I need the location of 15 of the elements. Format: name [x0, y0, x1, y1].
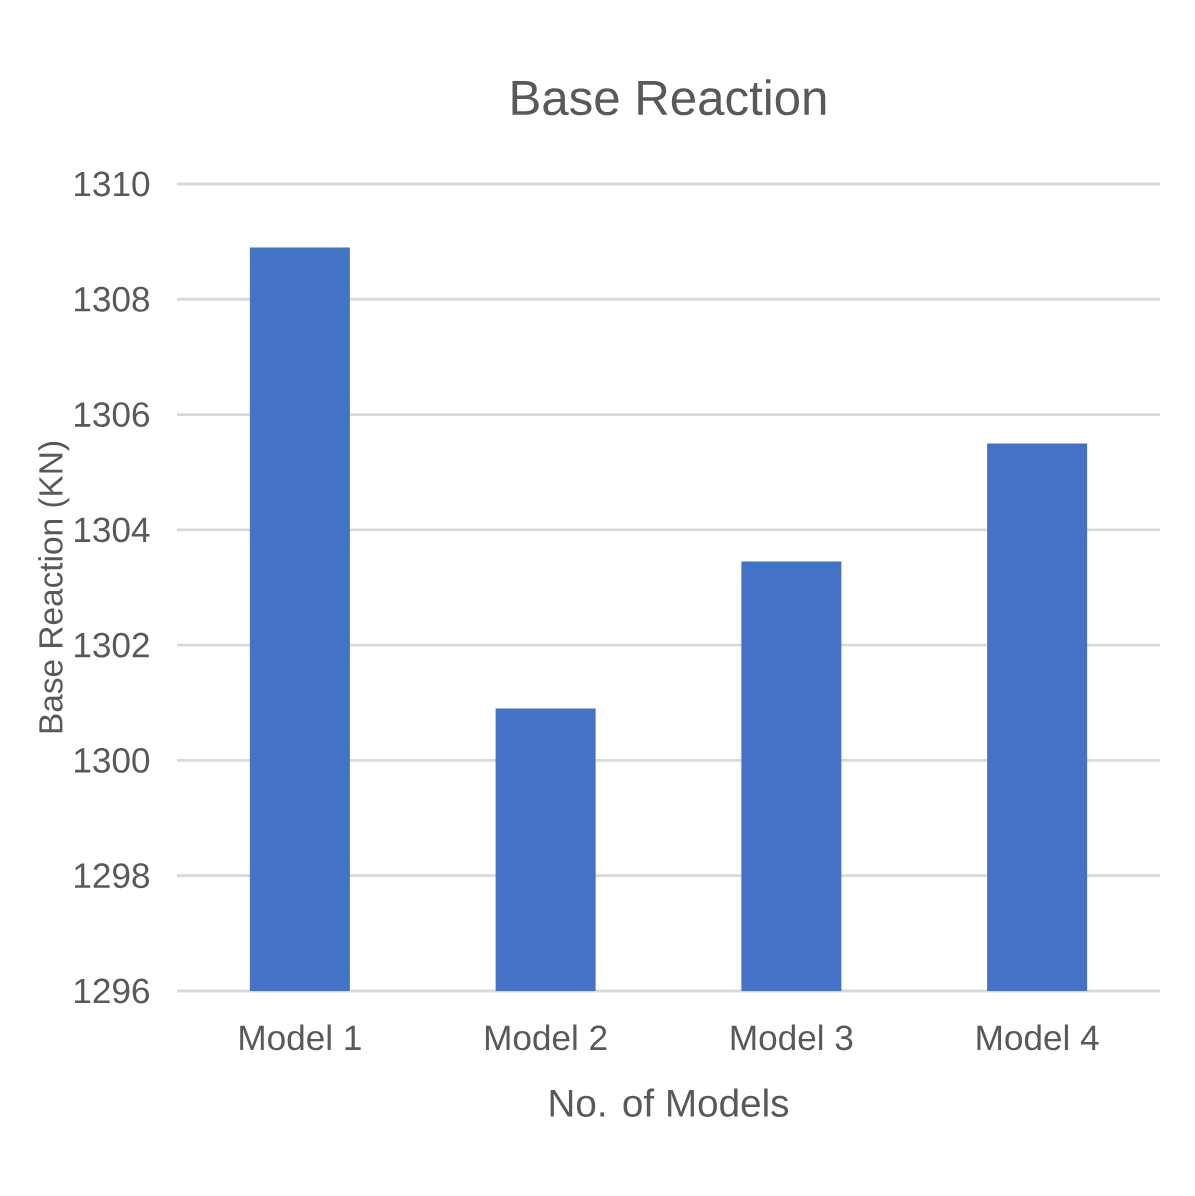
x-tick-label: Model 1 — [240, 1024, 361, 1051]
y-tick-label: 1308 — [75, 286, 149, 312]
x-axis-title: No. of Models — [550, 1088, 789, 1117]
x-tick-label: Model 4 — [977, 1024, 1099, 1051]
y-tick-label: 1302 — [75, 632, 149, 658]
chart-title: Base Reaction — [512, 79, 826, 116]
x-tick-label: Model 3 — [731, 1024, 853, 1051]
y-tick-label: 1304 — [75, 517, 150, 543]
y-axis-title: Base Reaction (KN) — [38, 442, 70, 733]
y-tick-label: 1306 — [75, 402, 149, 427]
x-tick-label: Model 2 — [485, 1024, 607, 1051]
y-tick-label: 1300 — [75, 747, 150, 773]
y-tick-label: 1296 — [75, 978, 149, 1004]
y-tick-label: 1310 — [75, 171, 150, 197]
y-tick-label: 1298 — [75, 863, 149, 889]
